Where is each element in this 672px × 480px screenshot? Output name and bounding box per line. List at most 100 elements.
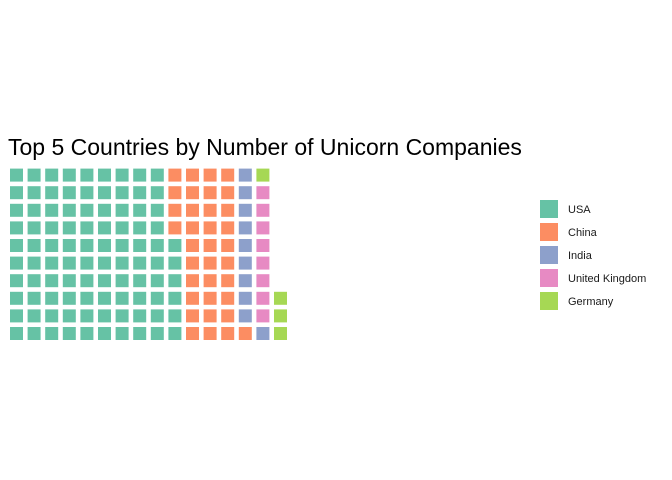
waffle-cell-usa (80, 168, 94, 182)
waffle-cell-usa (133, 203, 147, 217)
waffle-cell-usa (150, 203, 164, 217)
waffle-cell-usa (10, 274, 23, 288)
waffle-cell-usa (45, 221, 59, 235)
legend-key-china (540, 223, 558, 241)
waffle-cell-usa (62, 274, 76, 288)
waffle-cell-china (221, 203, 235, 217)
waffle-cell-usa (80, 203, 94, 217)
waffle-cell-usa (27, 274, 41, 288)
legend-label-united-kingdom: United Kingdom (568, 273, 646, 285)
waffle-cell-usa (98, 221, 111, 235)
waffle-cell-germany (274, 291, 287, 305)
waffle-cell-usa (80, 274, 94, 288)
waffle-cell-united-kingdom (256, 186, 270, 200)
waffle-cell-usa (133, 309, 147, 323)
waffle-cell-usa (10, 221, 23, 235)
waffle-cell-usa (168, 239, 182, 252)
waffle-cell-usa (10, 186, 23, 200)
waffle-cell-usa (80, 221, 94, 235)
waffle-cell-usa (98, 309, 111, 323)
waffle-cell-usa (27, 221, 41, 235)
waffle-cell-usa (115, 221, 129, 235)
waffle-cell-usa (10, 239, 23, 252)
waffle-cell-usa (150, 239, 164, 252)
legend-key-india (540, 246, 558, 264)
waffle-cell-usa (115, 239, 129, 252)
waffle-cell-usa (98, 203, 111, 217)
waffle-cell-china (203, 168, 217, 182)
waffle-cell-usa (10, 327, 23, 340)
waffle-cell-usa (98, 256, 111, 270)
waffle-cell-usa (62, 327, 76, 340)
waffle-cell-china (186, 274, 199, 288)
waffle-cell-usa (45, 274, 59, 288)
waffle-cell-china (186, 256, 199, 270)
waffle-cell-china (186, 168, 199, 182)
waffle-cell-usa (150, 274, 164, 288)
legend-label-india: India (568, 250, 593, 262)
waffle-cell-united-kingdom (256, 309, 270, 323)
waffle-cell-usa (62, 168, 76, 182)
waffle-cell-usa (133, 239, 147, 252)
waffle-cell-usa (98, 291, 111, 305)
waffle-cell-usa (168, 291, 182, 305)
legend-key-united-kingdom (540, 269, 558, 287)
waffle-cell-united-kingdom (256, 291, 270, 305)
waffle-cell-germany (274, 327, 287, 340)
waffle-cell-usa (168, 327, 182, 340)
waffle-cell-china (186, 309, 199, 323)
waffle-cell-usa (98, 327, 111, 340)
waffle-cell-china (221, 291, 235, 305)
waffle-cell-india (238, 256, 252, 270)
legend: USA China India United Kingdom Germany (540, 200, 646, 310)
waffle-cell-china (168, 168, 182, 182)
waffle-cell-usa (27, 309, 41, 323)
waffle-cell-china (186, 291, 199, 305)
waffle-cell-china (221, 256, 235, 270)
legend-label-usa: USA (568, 204, 591, 216)
waffle-cell-china (186, 186, 199, 200)
waffle-cell-china (203, 186, 217, 200)
waffle-cell-united-kingdom (256, 274, 270, 288)
waffle-cell-usa (27, 256, 41, 270)
waffle-cell-usa (150, 186, 164, 200)
waffle-cell-usa (150, 309, 164, 323)
waffle-cell-usa (150, 221, 164, 235)
waffle-cell-usa (10, 291, 23, 305)
waffle-cell-usa (168, 274, 182, 288)
waffle-cell-china (238, 327, 252, 340)
waffle-cell-usa (27, 168, 41, 182)
waffle-cell-usa (115, 186, 129, 200)
waffle-cell-usa (133, 168, 147, 182)
legend-key-germany (540, 292, 558, 310)
waffle-cell-usa (45, 327, 59, 340)
waffle-cell-united-kingdom (256, 203, 270, 217)
waffle-cell-usa (62, 256, 76, 270)
waffle-cell-usa (98, 168, 111, 182)
legend-label-germany: Germany (568, 296, 614, 308)
waffle-cell-germany (256, 168, 270, 182)
waffle-cell-india (238, 309, 252, 323)
waffle-cell-usa (80, 239, 94, 252)
waffle-cell-usa (98, 239, 111, 252)
waffle-cell-usa (115, 203, 129, 217)
waffle-cell-usa (133, 221, 147, 235)
waffle-cell-china (221, 239, 235, 252)
waffle-cell-china (221, 168, 235, 182)
waffle-cell-usa (133, 327, 147, 340)
waffle-cell-usa (115, 274, 129, 288)
waffle-cell-usa (45, 256, 59, 270)
waffle-cell-usa (150, 327, 164, 340)
waffle-cell-china (221, 186, 235, 200)
waffle-cell-usa (10, 203, 23, 217)
waffle-cell-usa (45, 203, 59, 217)
waffle-cell-usa (10, 168, 23, 182)
waffle-cell-usa (133, 186, 147, 200)
waffle-cell-china (168, 186, 182, 200)
waffle-cell-china (203, 221, 217, 235)
waffle-cell-china (186, 203, 199, 217)
waffle-cell-usa (80, 256, 94, 270)
waffle-cell-usa (27, 327, 41, 340)
waffle-cell-usa (98, 186, 111, 200)
